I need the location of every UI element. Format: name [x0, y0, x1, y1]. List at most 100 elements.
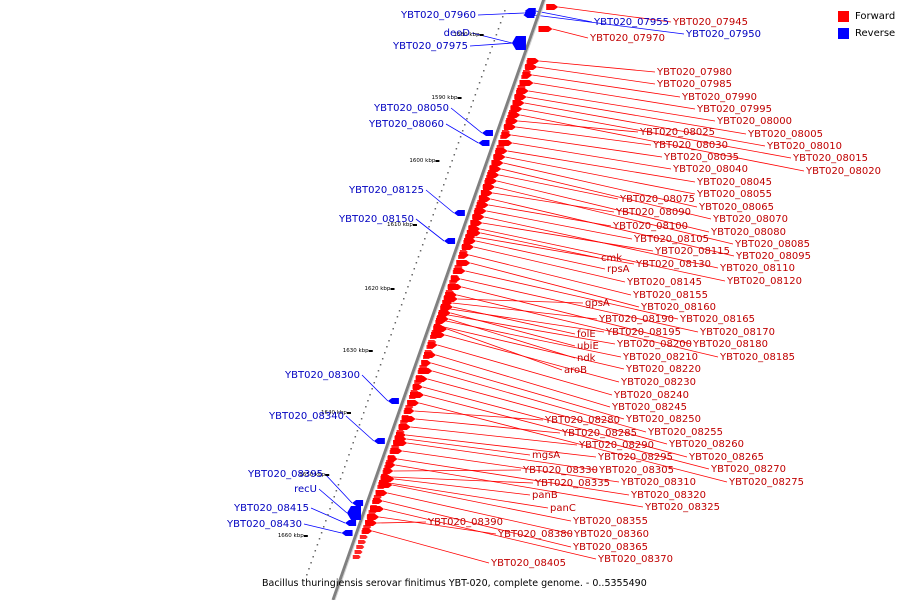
- connector-ybt020-08390: [377, 521, 427, 524]
- gene-label-ybt020-07990: YBT020_07990: [681, 92, 757, 103]
- ruler-dot: [457, 142, 460, 144]
- forward-gene-minor: [377, 485, 386, 489]
- forward-gene-minor: [451, 275, 460, 279]
- gene-label-ybt020-08325: YBT020_08325: [644, 502, 720, 513]
- forward-gene-minor: [501, 130, 510, 134]
- gene-label-ybt020-08195: YBT020_08195: [605, 327, 681, 338]
- reverse-gene-ybt020-08125: [453, 210, 465, 216]
- forward-gene-minor: [442, 300, 451, 304]
- forward-gene-minor: [512, 100, 521, 104]
- ruler-dot: [381, 358, 384, 360]
- ruler-dot: [327, 514, 329, 516]
- ruler-dot: [476, 88, 479, 90]
- gene-label-ybt020-08020: YBT020_08020: [805, 166, 881, 177]
- ruler-dot: [474, 94, 477, 96]
- forward-gene-minor: [463, 240, 472, 244]
- ruler-tick-label: 1620 kbp: [365, 286, 391, 292]
- connector-ybt020-08000: [528, 90, 716, 122]
- reverse-gene-ybt020-08300: [387, 398, 399, 404]
- ruler-dot: [497, 28, 500, 30]
- ruler-dot: [472, 100, 474, 102]
- ruler-dot: [371, 388, 373, 390]
- ruler-dot: [306, 574, 308, 576]
- ruler-ticks: 1580 kbp 1590 kbp 1600 kbp 1610 kbp 1620 kbp…: [278, 10, 506, 576]
- connector-ndk: [448, 318, 576, 359]
- forward-gene-minor: [452, 270, 461, 274]
- connector-ybt020-08320: [397, 458, 630, 496]
- forward-gene-minor: [398, 425, 407, 429]
- connector-ybt020-08080: [497, 180, 710, 233]
- forward-gene-minor: [461, 245, 470, 249]
- forward-gene-minor: [466, 230, 475, 234]
- forward-gene-minor: [500, 135, 509, 139]
- forward-gene-minor: [486, 175, 495, 179]
- forward-gene-minor: [487, 170, 496, 174]
- ruler-tick-mark: [435, 160, 440, 162]
- label-connectors: [303, 6, 805, 564]
- connector-ybt020-08360: [387, 492, 573, 535]
- connector-ybt020-08365: [382, 500, 572, 548]
- gene-label-ybt020-08070: YBT020_08070: [712, 214, 788, 225]
- gene-label-ybt020-08370: YBT020_08370: [597, 554, 673, 565]
- gene-label-ybt020-08290: YBT020_08290: [578, 440, 654, 451]
- reverse-gene-ybt020-08395: [352, 500, 364, 506]
- figure-caption: Bacillus thuringiensis serovar finitimus…: [262, 578, 647, 589]
- forward-gene-minor: [489, 165, 498, 169]
- connector-ybt020-08355: [392, 484, 572, 522]
- forward-gene-minor: [379, 480, 388, 484]
- connector-ybt020-08255: [432, 370, 647, 433]
- gene-label-ybt020-08110: YBT020_08110: [719, 263, 795, 274]
- connector-ybt020-08130: [475, 236, 635, 265]
- gene-label-ybt020-08150: YBT020_08150: [338, 214, 414, 225]
- ruler-dot: [346, 460, 348, 462]
- forward-gene-minor: [445, 290, 454, 294]
- ruler-dot: [483, 70, 485, 72]
- ruler-dot: [331, 502, 333, 504]
- connector-ybt020-08245: [435, 354, 611, 408]
- forward-gene-minor: [459, 250, 468, 254]
- gene-label-ybt020-08390: YBT020_08390: [427, 517, 503, 528]
- connector-ybt020-08145: [473, 246, 626, 283]
- gene-label-ybt020-08300: YBT020_08300: [284, 370, 360, 381]
- connector-cmk: [480, 232, 600, 259]
- gene-label-ybt020-07980: YBT020_07980: [656, 67, 732, 78]
- genome-backbone: [331, 0, 546, 601]
- connector-ybt020-08220: [443, 326, 625, 370]
- gene-label-ybt020-08015: YBT020_08015: [792, 153, 868, 164]
- forward-gene-minor: [440, 305, 449, 309]
- ruler-dot: [403, 298, 405, 300]
- connector-ybt020-08290: [410, 426, 578, 446]
- forward-gene-minor: [521, 75, 530, 79]
- connector-ybt020-08025: [518, 120, 639, 133]
- ruler-dot: [329, 508, 331, 510]
- gene-label-ybt020-08075: YBT020_08075: [619, 194, 695, 205]
- gene-label-ybt020-08320: YBT020_08320: [630, 490, 706, 501]
- connector-fole: [452, 306, 576, 335]
- gene-label-ybt020-07950: YBT020_07950: [685, 29, 761, 40]
- connector-ybt020-07975: [469, 42, 514, 47]
- connector-ybt020-07995: [533, 82, 696, 110]
- ruler-dot: [360, 418, 363, 420]
- ruler-dot: [432, 214, 434, 216]
- forward-gene-minor: [514, 95, 523, 99]
- forward-gene-minor: [408, 395, 417, 399]
- ruler-dot: [451, 160, 453, 162]
- ruler-dot: [478, 82, 481, 84]
- ruler-dot: [501, 16, 504, 18]
- connector-ybt020-08265: [422, 386, 688, 458]
- gene-label-ybt020-08220: YBT020_08220: [625, 364, 701, 375]
- connector-ybt020-07970: [552, 28, 589, 39]
- forward-gene-minor: [389, 450, 398, 454]
- forward-gene-minor: [435, 320, 444, 324]
- connector-ybt020-08150: [415, 218, 445, 242]
- ruler-dot: [413, 268, 416, 270]
- connector-ybt020-08055: [505, 156, 696, 195]
- gene-label-fole: folE: [577, 329, 596, 340]
- ruler-dot: [358, 424, 361, 426]
- gene-label-ybt020-07955: YBT020_07955: [593, 17, 669, 28]
- forward-gene-minor: [403, 410, 412, 414]
- gene-label-ybt020-08055: YBT020_08055: [696, 189, 772, 200]
- gene-label-arob: aroB: [564, 365, 587, 376]
- gene-label-ybt020-08080: YBT020_08080: [710, 227, 786, 238]
- gene-label-ybt020-08200: YBT020_08200: [616, 339, 692, 350]
